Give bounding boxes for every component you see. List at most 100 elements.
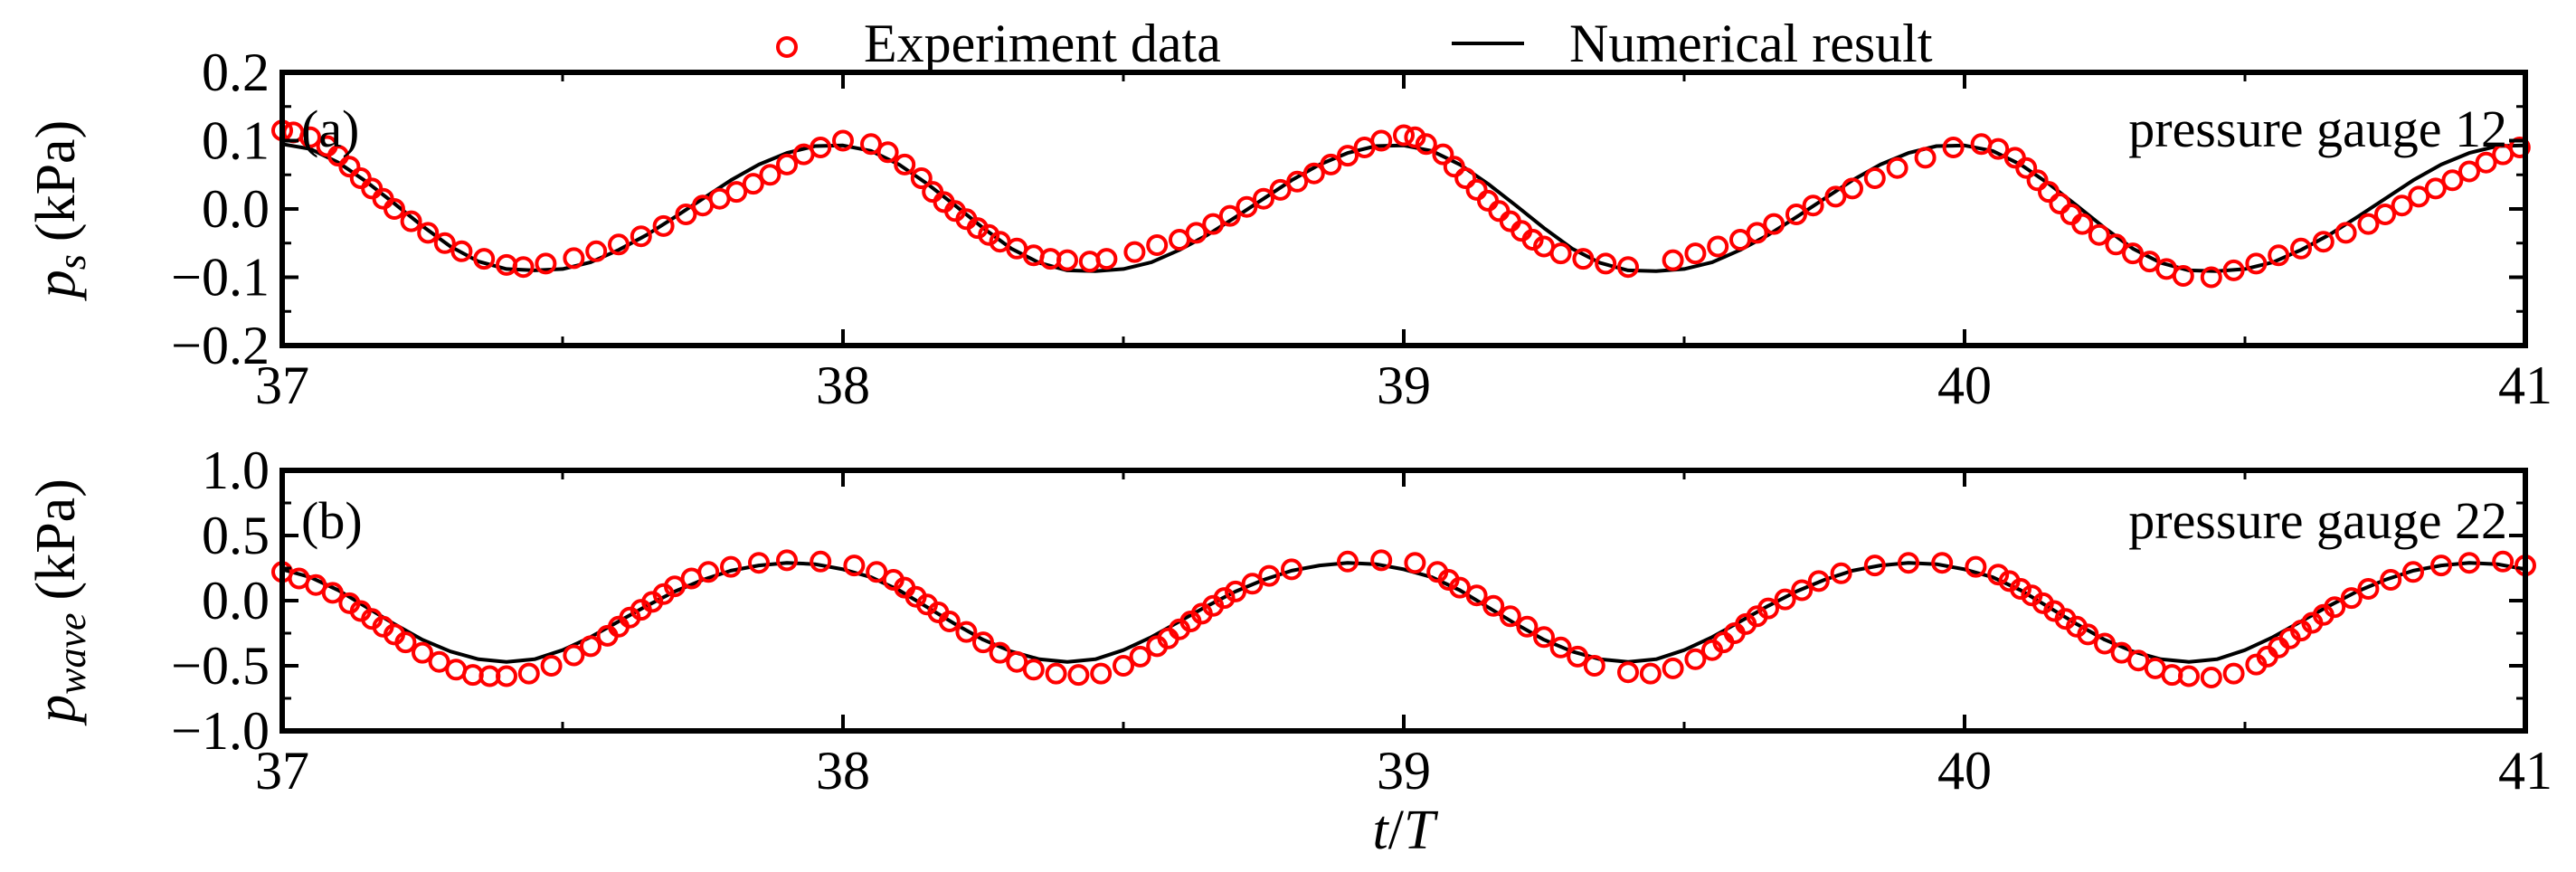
panel-a-experiment-point xyxy=(473,248,496,270)
panel-b-experiment-point xyxy=(1241,573,1264,595)
panel-a-experiment-point xyxy=(299,126,321,148)
panel-b-experiment-point xyxy=(1465,584,1488,607)
panel-a: 37 38 39 40 41 −0.2 −0.1 0.0 0.1 0.2 (a) pressure… xyxy=(25,43,2552,415)
panel-a-ytick-label: −0.2 xyxy=(171,316,270,375)
panel-a-experiment-point xyxy=(2088,223,2110,246)
panel-a-xtick-label: 38 xyxy=(816,355,870,415)
panel-a-experiment-point xyxy=(2049,193,2071,214)
panel-a-experiment-point xyxy=(1123,241,1146,263)
panel-b-experiment-point xyxy=(1516,615,1539,638)
panel-a-experiment-point xyxy=(585,240,608,262)
panel-a-experiment-point xyxy=(2071,213,2094,235)
panel-b-ytick-label: 1.0 xyxy=(202,441,270,500)
legend-experiment-marker xyxy=(776,36,798,58)
panel-a-experiment-point xyxy=(1337,145,1359,167)
panel-b-xtick-label: 40 xyxy=(1937,741,1992,801)
panel-a-experiment-point xyxy=(1707,235,1729,258)
panel-a-xtick-label: 40 xyxy=(1937,355,1992,415)
panel-a-experiment-point xyxy=(1286,170,1309,193)
panel-a-experiment-point xyxy=(1302,162,1325,185)
panel-a-experiment-point xyxy=(2200,266,2222,289)
panel-b-experiment-point xyxy=(1583,655,1605,677)
panel-b-experiment-point xyxy=(2402,561,2424,583)
x-axis-label-sep: / xyxy=(1388,800,1405,861)
panel-b-experiment-point xyxy=(321,582,344,604)
panel-a-xtick-label: 39 xyxy=(1377,355,1431,415)
panel-a-experiment-point xyxy=(433,232,456,254)
panel-b-experiment-point xyxy=(1482,594,1505,617)
panel-b-experiment-point xyxy=(1549,636,1572,659)
panel-b-experiment-point xyxy=(1499,605,1521,628)
panel-b-experiment-point xyxy=(989,641,1011,664)
panel-a-experiment-point xyxy=(384,198,405,220)
panel-a-experiment-point xyxy=(1746,222,1768,244)
panel-b-experiment-point xyxy=(2380,569,2402,591)
panel-b-experiment-point xyxy=(1213,587,1236,610)
panel-a-experiment-point xyxy=(1662,249,1684,271)
panel-a-experiment-point xyxy=(1763,213,1785,235)
panel-b-experiment-point xyxy=(1662,657,1684,679)
panel-b-experiment-point xyxy=(1449,576,1471,599)
panel-b-experiment-point xyxy=(1370,549,1393,572)
panel-b-experiment-point xyxy=(2077,623,2099,646)
panel-b-experiment-point xyxy=(810,550,832,573)
panel-b-experiment-point xyxy=(1404,552,1426,574)
panel-a-experiment-point xyxy=(742,173,764,195)
panel-a-experiment-point xyxy=(776,153,798,175)
panel-b-ylabel-sub: wave xyxy=(50,612,94,694)
panel-b-experiment-point xyxy=(1931,552,1954,574)
panel-a-ylabel-unit: (kPa) xyxy=(25,120,87,242)
panel-a-experiment-point xyxy=(2026,169,2049,192)
panel-a-experiment-point xyxy=(1320,153,1342,175)
panel-a-experiment-point xyxy=(725,181,748,204)
panel-b-experiment-point xyxy=(938,611,961,632)
panel-b-experiment-point xyxy=(2340,587,2363,610)
panel-a-experiment-point xyxy=(1443,156,1465,178)
legend: Experiment data Numerical result xyxy=(776,14,1933,73)
panel-a-experiment-point xyxy=(2245,252,2268,275)
panel-a-experiment-point xyxy=(1942,137,1965,158)
panel-b-experiment-point xyxy=(580,635,601,658)
panel-b-experiment-point xyxy=(1022,659,1045,681)
panel-a-experiment-point xyxy=(2391,194,2413,217)
panel-a-experiment-point xyxy=(2038,181,2060,204)
panel-a-experiment-point xyxy=(417,222,440,244)
panel-a-ticks: 37 38 39 40 41 −0.2 −0.1 0.0 0.1 0.2 xyxy=(171,43,2552,415)
panel-a-experiment-point xyxy=(2268,244,2290,267)
panel-a-experiment-point xyxy=(1432,143,1454,166)
legend-numerical-label: Numerical result xyxy=(1569,14,1933,73)
panel-a-experiment-point xyxy=(1987,137,2010,160)
panel-a-experiment-point xyxy=(2424,177,2447,200)
panel-b-experiment-point xyxy=(1129,645,1151,668)
panel-a-experiment-point xyxy=(2015,156,2038,179)
panel-a-experiment-point xyxy=(1146,234,1169,256)
panel-a-experiment-point xyxy=(2334,222,2357,244)
panel-b-experiment-point xyxy=(1337,550,1359,573)
panel-a-experiment-point xyxy=(1572,248,1595,270)
panel-b-experiment-point xyxy=(1774,588,1796,611)
panel-a-experiment-point xyxy=(1056,249,1078,271)
panel-a-experiment-point xyxy=(1218,204,1241,227)
panel-b-xtick-label: 41 xyxy=(2498,741,2552,801)
panel-b-xtick-label: 37 xyxy=(255,741,309,801)
panel-b-experiment-point xyxy=(2178,665,2200,687)
panel-a-experiment-point xyxy=(860,133,882,156)
panel-b-experiment-point xyxy=(428,650,450,673)
panel-a-experiment-point xyxy=(810,137,832,158)
panel-a-experiment-point xyxy=(1269,178,1292,201)
panel-a-experiment-point xyxy=(832,129,854,152)
panel-a-ytick-label: −0.1 xyxy=(171,248,270,308)
panel-b-experiment-point xyxy=(496,665,517,687)
panel-a-ylabel-sub: s xyxy=(50,254,94,270)
panel-a-experiment-point xyxy=(876,141,899,164)
panel-b-xtick-label: 39 xyxy=(1377,741,1431,801)
panel-b-experiment-point xyxy=(1258,564,1281,587)
panel-b-experiment-point xyxy=(697,561,720,583)
panel-a-experiment-point xyxy=(512,256,535,279)
panel-a-experiment-point xyxy=(652,214,675,237)
panel-b-experiment-point xyxy=(1281,558,1302,581)
panel-b-experiment-point xyxy=(664,575,686,598)
panel-a-experiment-point xyxy=(2508,137,2531,158)
panel-a-experiment-point xyxy=(361,177,384,200)
